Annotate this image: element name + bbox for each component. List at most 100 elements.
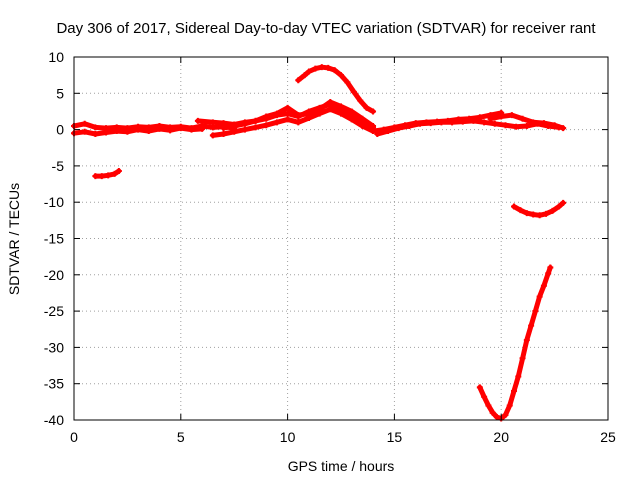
series-line bbox=[210, 106, 376, 138]
data-point bbox=[312, 65, 319, 72]
data-point bbox=[545, 270, 552, 277]
data-point bbox=[476, 384, 483, 391]
data-point bbox=[325, 64, 332, 71]
data-point bbox=[344, 79, 351, 86]
data-point bbox=[209, 119, 216, 126]
data-point bbox=[273, 110, 280, 117]
data-point bbox=[487, 115, 494, 122]
data-point bbox=[384, 128, 391, 135]
data-point bbox=[252, 124, 259, 131]
data-point bbox=[263, 122, 270, 129]
data-point bbox=[220, 125, 227, 132]
data-point bbox=[92, 130, 99, 137]
x-tick-label: 20 bbox=[493, 429, 509, 445]
data-point bbox=[560, 199, 567, 206]
series-line bbox=[71, 121, 237, 131]
data-point bbox=[523, 122, 530, 129]
data-point bbox=[491, 120, 498, 127]
x-tick-label: 10 bbox=[280, 429, 296, 445]
data-point bbox=[506, 402, 513, 409]
data-point bbox=[194, 117, 201, 124]
data-point bbox=[449, 119, 456, 126]
data-point bbox=[438, 119, 445, 126]
data-point bbox=[530, 211, 537, 218]
series-middle-band-b bbox=[209, 106, 377, 139]
series-deep-dip bbox=[476, 264, 554, 422]
data-point bbox=[560, 125, 567, 132]
data-point bbox=[301, 72, 308, 79]
data-point bbox=[81, 120, 88, 127]
data-point bbox=[156, 125, 163, 132]
x-tick-label: 25 bbox=[600, 429, 616, 445]
data-point bbox=[263, 113, 270, 120]
data-point bbox=[295, 112, 302, 119]
y-tick-label: -25 bbox=[44, 303, 64, 319]
data-point bbox=[470, 117, 477, 124]
data-point bbox=[517, 207, 524, 214]
data-point bbox=[511, 203, 518, 210]
data-point bbox=[338, 72, 344, 79]
data-point bbox=[417, 120, 424, 127]
data-point bbox=[295, 119, 302, 126]
data-point bbox=[481, 119, 488, 126]
data-point bbox=[489, 409, 496, 416]
data-point bbox=[81, 128, 88, 135]
data-point bbox=[543, 210, 550, 217]
data-point bbox=[145, 128, 152, 135]
axes: 0 5 10 15 20 25 10 5 0 -5 -10 -15 -20 -25 -30 -35 -40 bbox=[44, 49, 616, 445]
data-point bbox=[350, 88, 357, 95]
y-tick-label: 10 bbox=[48, 49, 64, 65]
data-point bbox=[305, 110, 312, 117]
x-tick-label: 15 bbox=[387, 429, 403, 445]
data-point bbox=[523, 210, 530, 217]
y-tick-label: -10 bbox=[44, 194, 64, 210]
data-point bbox=[231, 128, 238, 135]
data-point bbox=[284, 110, 291, 117]
chart-title: Day 306 of 2017, Sidereal Day-to-day VTE… bbox=[56, 20, 596, 37]
y-tick-label: -40 bbox=[44, 412, 64, 428]
y-tick-label: -20 bbox=[44, 267, 64, 283]
data-point bbox=[370, 128, 377, 135]
y-axis-label: SDTVAR / TECUs bbox=[6, 183, 22, 295]
data-point bbox=[485, 402, 492, 409]
x-axis-label: GPS time / hours bbox=[288, 458, 395, 474]
data-point bbox=[105, 172, 112, 179]
data-point bbox=[540, 120, 547, 127]
data-point bbox=[199, 125, 206, 132]
data-point bbox=[406, 122, 413, 129]
data-point bbox=[92, 124, 99, 131]
y-tick-label: -35 bbox=[44, 376, 64, 392]
data-point bbox=[374, 130, 381, 137]
data-point bbox=[502, 122, 509, 129]
data-point bbox=[331, 67, 338, 74]
data-point bbox=[459, 118, 466, 125]
data-point bbox=[363, 104, 370, 111]
data-point bbox=[348, 116, 355, 123]
data-point bbox=[177, 125, 184, 132]
data-point bbox=[92, 173, 99, 180]
data-point bbox=[338, 103, 344, 110]
data-point bbox=[547, 264, 554, 271]
data-point bbox=[220, 120, 227, 127]
data-point bbox=[113, 128, 120, 135]
data-point bbox=[103, 129, 110, 136]
data-point bbox=[555, 203, 562, 210]
data-point bbox=[284, 116, 291, 123]
data-point bbox=[124, 128, 131, 135]
data-point bbox=[359, 115, 366, 122]
data-point bbox=[231, 122, 238, 129]
data-point bbox=[395, 125, 402, 132]
series-main-band-b bbox=[71, 125, 206, 137]
data-point bbox=[316, 106, 323, 113]
data-point bbox=[532, 308, 539, 315]
data-point bbox=[167, 127, 174, 134]
data-point bbox=[528, 322, 535, 329]
data-point bbox=[508, 112, 515, 119]
data-point bbox=[115, 167, 122, 174]
y-tick-label: 5 bbox=[56, 85, 64, 101]
data-point bbox=[502, 411, 509, 418]
series-right-band-c bbox=[487, 112, 567, 132]
data-point bbox=[523, 337, 530, 344]
data-point bbox=[327, 99, 334, 106]
